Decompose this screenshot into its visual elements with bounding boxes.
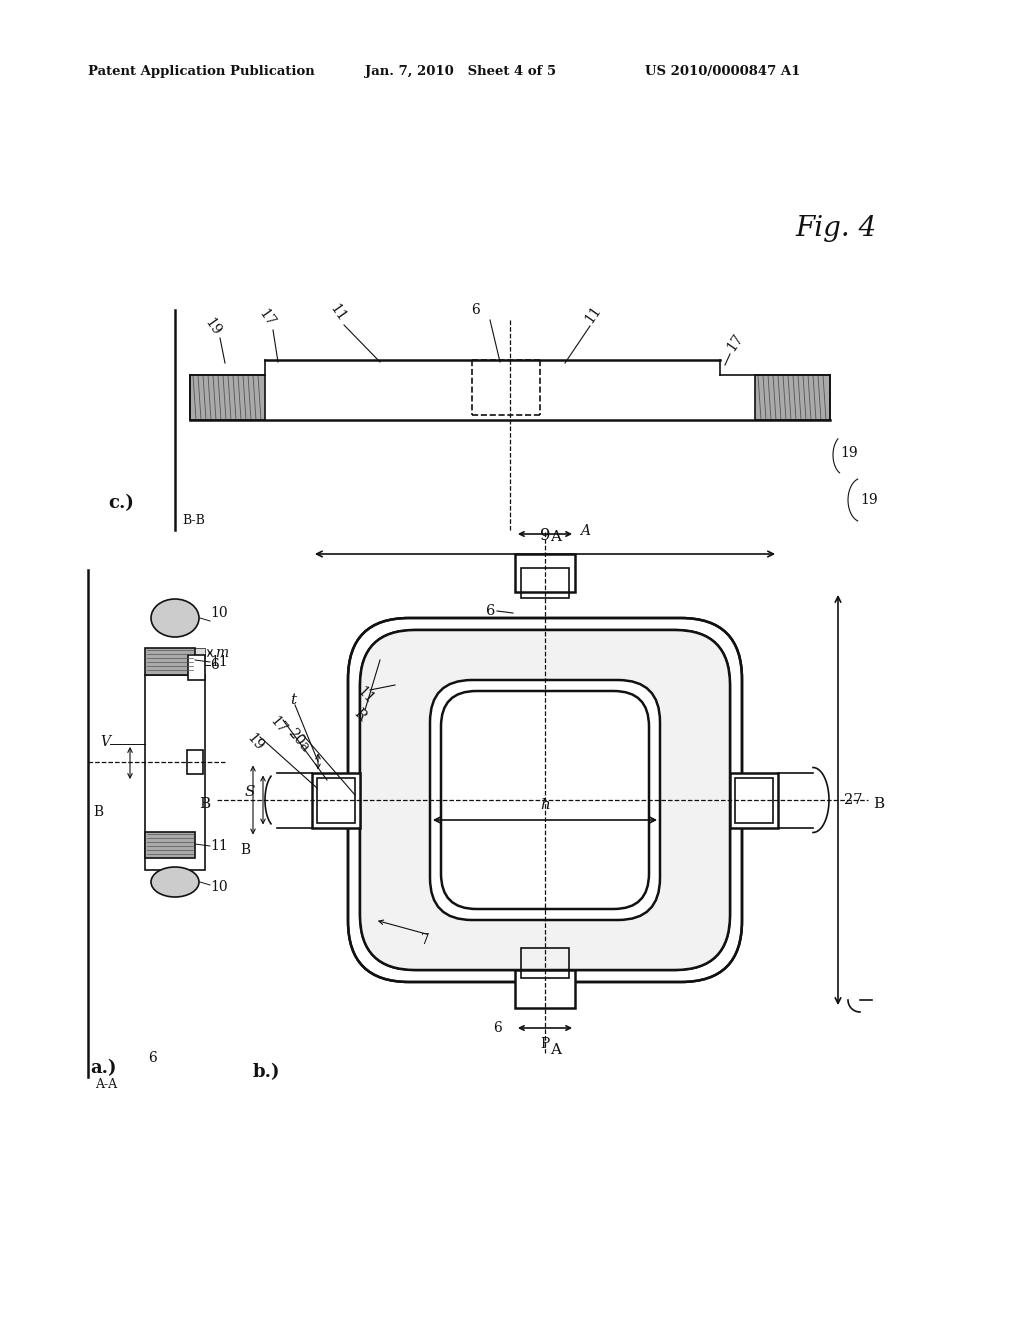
Text: m: m xyxy=(215,645,228,660)
Text: 9: 9 xyxy=(540,527,550,544)
Text: 11: 11 xyxy=(210,840,227,853)
Text: 6: 6 xyxy=(148,1051,157,1065)
Text: Patent Application Publication: Patent Application Publication xyxy=(88,66,314,78)
FancyBboxPatch shape xyxy=(430,680,660,920)
FancyBboxPatch shape xyxy=(360,630,730,970)
Text: 10: 10 xyxy=(210,880,227,894)
Text: V: V xyxy=(100,735,110,748)
Text: P: P xyxy=(541,1038,550,1051)
Text: Fig. 4: Fig. 4 xyxy=(795,214,877,242)
Text: 11: 11 xyxy=(210,655,227,669)
Text: US 2010/0000847 A1: US 2010/0000847 A1 xyxy=(645,66,801,78)
Text: 6: 6 xyxy=(472,304,480,317)
Text: B: B xyxy=(873,797,884,810)
Text: 11: 11 xyxy=(353,684,376,706)
Bar xyxy=(317,777,355,822)
Text: 19: 19 xyxy=(202,315,224,338)
Text: 11: 11 xyxy=(583,302,604,325)
Text: 7: 7 xyxy=(421,933,429,946)
Bar xyxy=(145,832,195,858)
Text: A: A xyxy=(580,524,590,539)
Text: B-B: B-B xyxy=(182,513,205,527)
Text: b.): b.) xyxy=(253,1063,281,1081)
Bar xyxy=(730,772,778,828)
Text: 6: 6 xyxy=(210,657,219,672)
Text: S: S xyxy=(245,785,256,799)
Bar xyxy=(145,648,195,675)
Bar xyxy=(187,750,203,774)
Text: 19: 19 xyxy=(860,492,878,507)
FancyBboxPatch shape xyxy=(430,680,660,920)
Bar xyxy=(190,375,265,420)
Text: B: B xyxy=(240,842,250,857)
Text: t: t xyxy=(290,693,296,708)
Text: A-A: A-A xyxy=(95,1078,117,1092)
Text: Jan. 7, 2010   Sheet 4 of 5: Jan. 7, 2010 Sheet 4 of 5 xyxy=(365,66,556,78)
Text: a.): a.) xyxy=(90,1059,117,1077)
FancyBboxPatch shape xyxy=(360,630,730,970)
Text: 17: 17 xyxy=(267,714,289,737)
Text: A: A xyxy=(550,1043,561,1057)
Bar xyxy=(145,675,205,870)
Text: 10: 10 xyxy=(210,606,227,620)
Bar xyxy=(735,777,773,822)
Bar xyxy=(188,655,205,680)
Bar xyxy=(515,970,575,1008)
Text: 19: 19 xyxy=(244,731,266,754)
Text: 17: 17 xyxy=(256,306,278,329)
Ellipse shape xyxy=(151,599,199,638)
FancyBboxPatch shape xyxy=(348,618,742,982)
Bar xyxy=(521,568,569,598)
Text: 19: 19 xyxy=(840,446,858,459)
Text: h: h xyxy=(540,799,550,812)
Ellipse shape xyxy=(151,867,199,898)
Text: 20a: 20a xyxy=(285,726,311,755)
Text: 11: 11 xyxy=(328,302,349,325)
Text: 6: 6 xyxy=(485,605,495,618)
Text: 27: 27 xyxy=(844,793,862,807)
Bar xyxy=(145,648,205,657)
Text: 6: 6 xyxy=(493,1020,502,1035)
Bar xyxy=(515,554,575,591)
Text: c.): c.) xyxy=(108,494,134,512)
Text: R: R xyxy=(351,706,369,723)
Text: 17: 17 xyxy=(724,331,745,354)
Text: B: B xyxy=(93,805,103,818)
Bar xyxy=(312,772,360,828)
Text: A: A xyxy=(550,531,561,544)
FancyBboxPatch shape xyxy=(441,690,649,909)
Text: B: B xyxy=(199,797,210,810)
Bar xyxy=(521,948,569,978)
Bar xyxy=(755,375,830,420)
